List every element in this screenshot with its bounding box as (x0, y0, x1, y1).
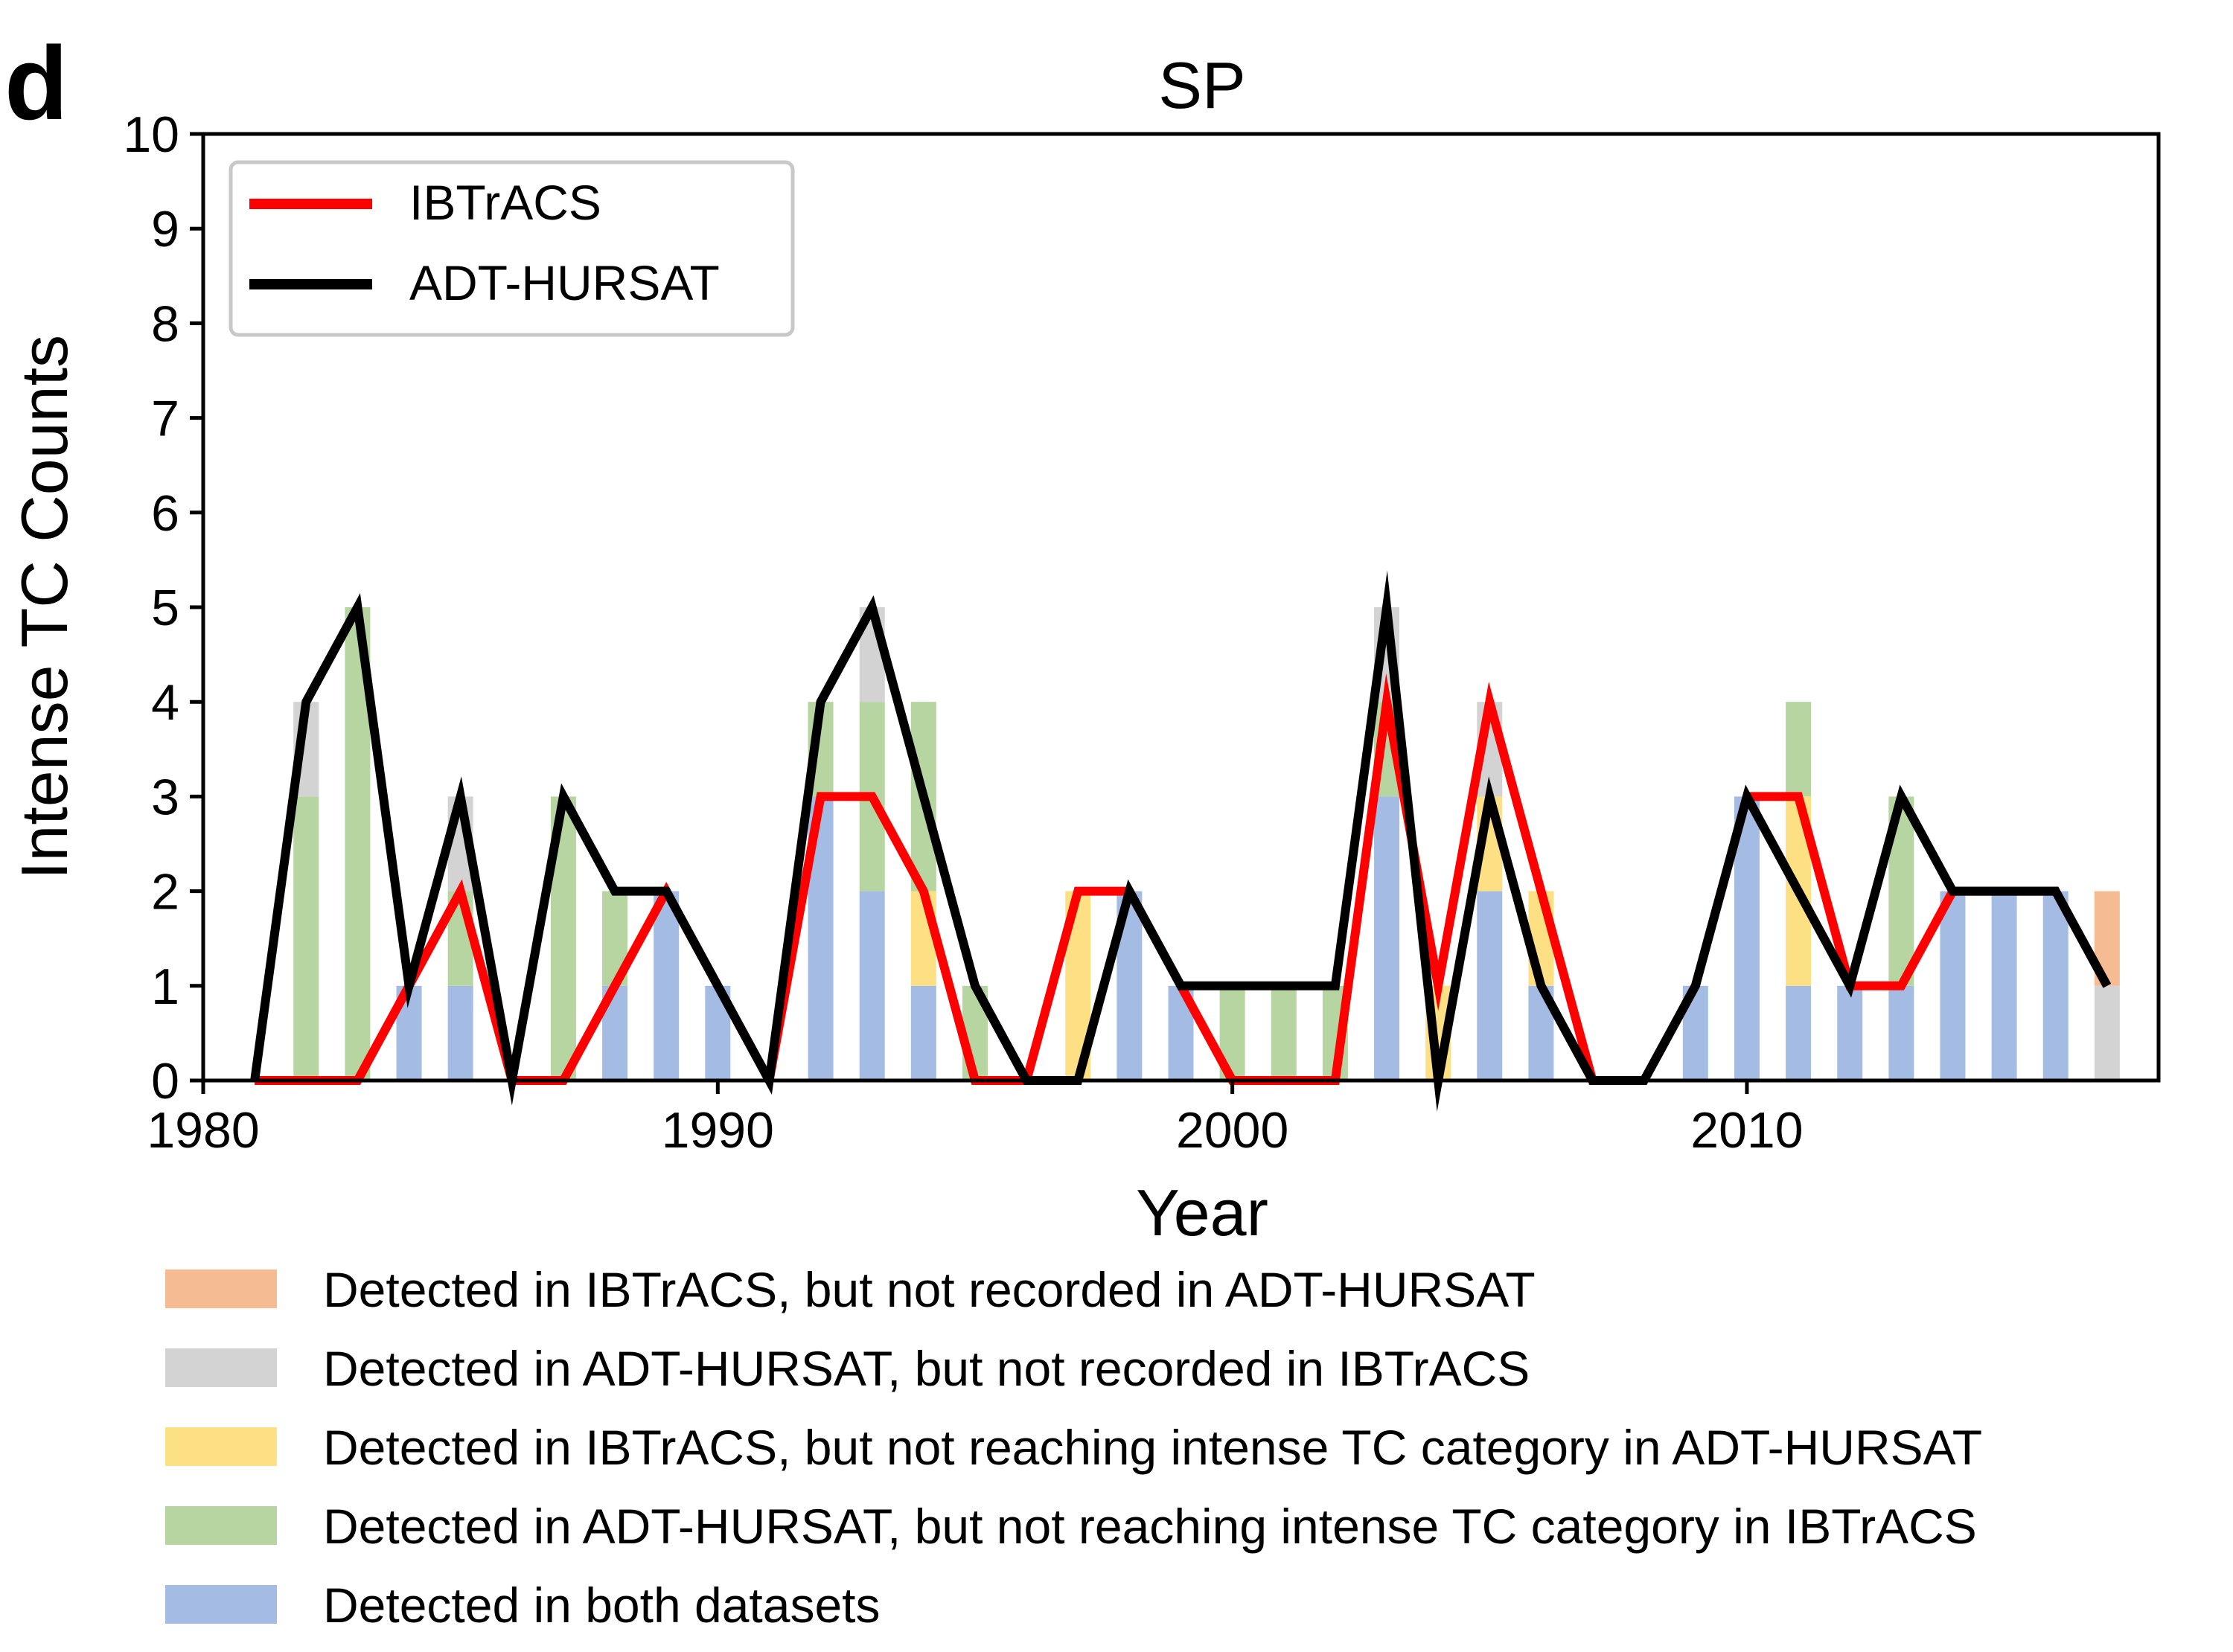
bar-legend-label-both: Detected in both datasets (323, 1578, 881, 1633)
y-tick-label-6: 6 (151, 485, 179, 542)
bar-legend-label-adt_only: Detected in ADT-HURSAT, but not recorded… (323, 1341, 1530, 1396)
y-tick-label-3: 3 (151, 769, 179, 825)
y-tick-label-4: 4 (151, 674, 179, 731)
x-axis: 1980 1990 2000 2010 (147, 1080, 1804, 1159)
bar-both-2016 (2042, 891, 2069, 1080)
bar-both-2012 (1837, 985, 1863, 1080)
bar-adt_not_intense_in_ibtracs-2011 (1786, 702, 1812, 797)
y-axis-label: Intense TC Counts (7, 335, 81, 880)
bar-legend-label-ibtracs_not_intense_in_adt: Detected in IBTrACS, but not reaching in… (323, 1420, 1982, 1475)
bar-legend-swatch-adt_only (165, 1348, 277, 1387)
legend-label-adt-hursat: ADT-HURSAT (409, 255, 720, 310)
bar-both-2003 (1374, 796, 1400, 1080)
bar-legend-label-ibtracs_only: Detected in IBTrACS, but not recorded in… (323, 1262, 1536, 1317)
bar-legend-swatch-ibtracs_not_intense_in_adt (165, 1427, 277, 1466)
bar-both-1989 (654, 891, 680, 1080)
y-tick-label-5: 5 (151, 580, 179, 636)
x-tick-label-2010: 2010 (1690, 1102, 1803, 1159)
x-axis-label: Year (1136, 1176, 1268, 1249)
bar-both-2011 (1786, 985, 1812, 1080)
bar-both-2015 (1991, 891, 2017, 1080)
bar-adt_only-2017 (2094, 985, 2120, 1080)
bar-legend-swatch-both (165, 1585, 277, 1624)
chart-title: SP (1158, 48, 1245, 122)
panel-label: d (4, 25, 68, 141)
y-tick-label-1: 1 (151, 958, 179, 1015)
bar-both-2013 (1888, 985, 1914, 1080)
bar-both-1993 (859, 891, 885, 1080)
y-tick-label-10: 10 (123, 106, 179, 163)
bar-both-1985 (447, 985, 473, 1080)
x-tick-label-2000: 2000 (1176, 1102, 1288, 1159)
bar-legend: Detected in IBTrACS, but not recorded in… (165, 1262, 1982, 1633)
bars-layer (293, 607, 2120, 1080)
legend-label-ibtracs: IBTrACS (409, 175, 601, 230)
bar-adt_not_intense_in_ibtracs-1982 (293, 796, 319, 1080)
bar-both-2014 (1940, 891, 1966, 1080)
y-axis: 0 1 2 3 4 5 6 7 8 9 10 (123, 106, 203, 1110)
series-line-adt-hursat (250, 570, 2112, 1112)
y-tick-label-0: 0 (151, 1053, 179, 1110)
line-legend: IBTrACS ADT-HURSAT (229, 160, 795, 337)
y-tick-label-8: 8 (151, 295, 179, 352)
x-tick-label-1990: 1990 (662, 1102, 774, 1159)
bar-adt_not_intense_in_ibtracs-2001 (1271, 985, 1297, 1080)
y-tick-label-7: 7 (151, 391, 179, 447)
bar-legend-swatch-adt_not_intense_in_ibtracs (165, 1506, 277, 1545)
bar-both-2005 (1477, 891, 1503, 1080)
x-tick-label-1980: 1980 (147, 1102, 259, 1159)
bar-legend-label-adt_not_intense_in_ibtracs: Detected in ADT-HURSAT, but not reaching… (323, 1499, 1977, 1554)
bar-legend-swatch-ibtracs_only (165, 1270, 277, 1308)
bar-both-1994 (910, 985, 936, 1080)
y-tick-label-9: 9 (151, 201, 179, 257)
y-tick-label-2: 2 (151, 864, 179, 921)
